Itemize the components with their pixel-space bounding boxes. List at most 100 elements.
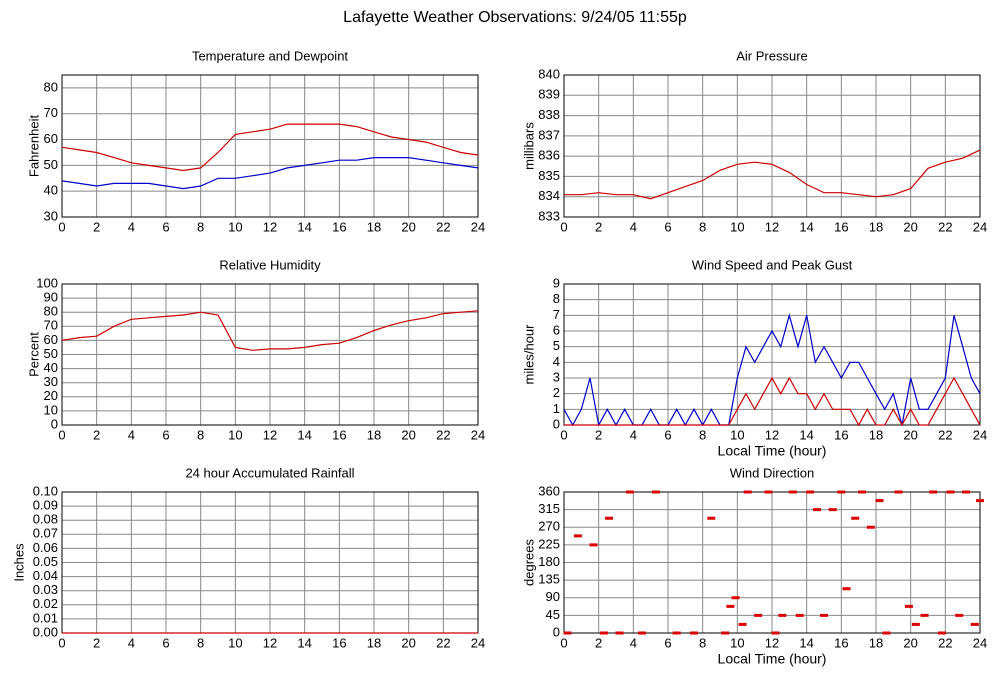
y-tick-label: 30 xyxy=(44,208,58,223)
chart-title: 24 hour Accumulated Rainfall xyxy=(185,465,354,480)
y-tick-label: 0.01 xyxy=(33,610,58,625)
x-tick-label: 6 xyxy=(664,635,671,650)
x-tick-label: 4 xyxy=(128,219,135,234)
data-point xyxy=(754,613,763,617)
data-point xyxy=(976,499,984,503)
y-tick-label: 0.05 xyxy=(33,554,58,569)
x-tick-label: 10 xyxy=(228,635,242,650)
plot-frame xyxy=(563,74,981,218)
y-tick-label: 90 xyxy=(44,290,58,305)
y-tick-label: 0.09 xyxy=(33,498,58,513)
x-tick-label: 10 xyxy=(228,427,242,442)
y-tick-label: 70 xyxy=(44,318,58,333)
x-tick-label: 18 xyxy=(367,427,381,442)
y-tick-label: 837 xyxy=(538,127,560,142)
y-tick-label: 60 xyxy=(44,332,58,347)
x-tick-label: 10 xyxy=(730,219,744,234)
x-tick-label: 6 xyxy=(664,427,671,442)
data-line xyxy=(564,376,981,427)
x-tick-label: 8 xyxy=(197,635,204,650)
x-tick-label: 18 xyxy=(367,635,381,650)
y-tick-label: 10 xyxy=(44,402,58,417)
data-point xyxy=(743,490,752,494)
data-point xyxy=(842,587,851,591)
page-title: Lafayette Weather Observations: 9/24/05 … xyxy=(343,9,687,26)
y-tick-label: 0.07 xyxy=(33,526,58,541)
y-tick-label: 90 xyxy=(546,589,560,604)
x-tick-label: 6 xyxy=(664,219,671,234)
x-tick-label: 2 xyxy=(93,219,100,234)
x-tick-label: 10 xyxy=(730,427,744,442)
x-tick-label: 6 xyxy=(162,427,169,442)
x-tick-label: 12 xyxy=(263,635,277,650)
plot-frame xyxy=(61,74,479,218)
x-tick-label: 18 xyxy=(869,219,883,234)
x-tick-label: 12 xyxy=(765,427,779,442)
y-tick-label: 0.10 xyxy=(33,483,58,498)
x-tick-label: 22 xyxy=(938,219,952,234)
data-point xyxy=(771,631,780,635)
y-tick-label: 9 xyxy=(553,275,560,290)
y-tick-label: 0.04 xyxy=(33,568,58,583)
x-tick-label: 18 xyxy=(869,635,883,650)
data-point xyxy=(894,490,903,494)
x-tick-label: 2 xyxy=(595,219,602,234)
data-point xyxy=(813,508,822,512)
chart-title: Temperature and Dewpoint xyxy=(192,48,348,63)
x-tick-label: 10 xyxy=(730,635,744,650)
data-point xyxy=(946,490,955,494)
data-point xyxy=(851,516,860,520)
y-tick-label: 50 xyxy=(44,157,58,172)
y-tick-label: 835 xyxy=(538,168,560,183)
x-tick-label: 12 xyxy=(765,219,779,234)
y-tick-label: 270 xyxy=(538,519,560,534)
y-tick-label: 360 xyxy=(538,483,560,498)
x-tick-label: 8 xyxy=(699,635,706,650)
plot-frame xyxy=(61,283,479,426)
data-point xyxy=(573,534,582,538)
x-tick-label: 6 xyxy=(162,219,169,234)
y-tick-label: 45 xyxy=(546,607,560,622)
x-tick-label: 16 xyxy=(332,427,346,442)
y-tick-label: 1 xyxy=(553,401,560,416)
data-point xyxy=(605,516,614,520)
y-tick-label: 0 xyxy=(553,416,560,431)
chart-title: Air Pressure xyxy=(736,48,808,63)
x-tick-label: 20 xyxy=(401,219,415,234)
data-point xyxy=(875,499,884,503)
y-tick-label: 80 xyxy=(44,304,58,319)
chart-title: Relative Humidity xyxy=(219,257,321,272)
data-point xyxy=(882,631,891,635)
data-point xyxy=(589,543,598,547)
y-tick-label: 7 xyxy=(553,307,560,322)
x-tick-label: 14 xyxy=(799,427,813,442)
x-tick-label: 22 xyxy=(436,427,450,442)
y-tick-label: 3 xyxy=(553,369,560,384)
data-point xyxy=(828,508,837,512)
data-point xyxy=(563,631,572,635)
data-point xyxy=(795,613,804,617)
x-tick-label: 24 xyxy=(471,219,485,234)
y-tick-label: 838 xyxy=(538,107,560,122)
y-tick-label: 40 xyxy=(44,360,58,375)
x-tick-label: 2 xyxy=(595,427,602,442)
x-tick-label: 20 xyxy=(401,427,415,442)
data-point xyxy=(937,631,946,635)
x-tick-label: 18 xyxy=(869,427,883,442)
y-tick-label: 5 xyxy=(553,338,560,353)
x-tick-label: 16 xyxy=(332,219,346,234)
y-tick-label: 100 xyxy=(36,275,58,290)
x-tick-label: 2 xyxy=(93,635,100,650)
x-tick-label: 24 xyxy=(973,635,987,650)
y-tick-label: 70 xyxy=(44,105,58,120)
x-tick-label: 14 xyxy=(297,427,311,442)
data-point xyxy=(625,490,634,494)
data-point xyxy=(970,622,979,626)
x-tick-label: 24 xyxy=(973,219,987,234)
chart-title: Wind Direction xyxy=(730,465,815,480)
x-tick-label: 22 xyxy=(938,427,952,442)
data-point xyxy=(788,490,797,494)
data-point xyxy=(707,516,716,520)
x-tick-label: 24 xyxy=(471,427,485,442)
data-line xyxy=(61,310,479,351)
